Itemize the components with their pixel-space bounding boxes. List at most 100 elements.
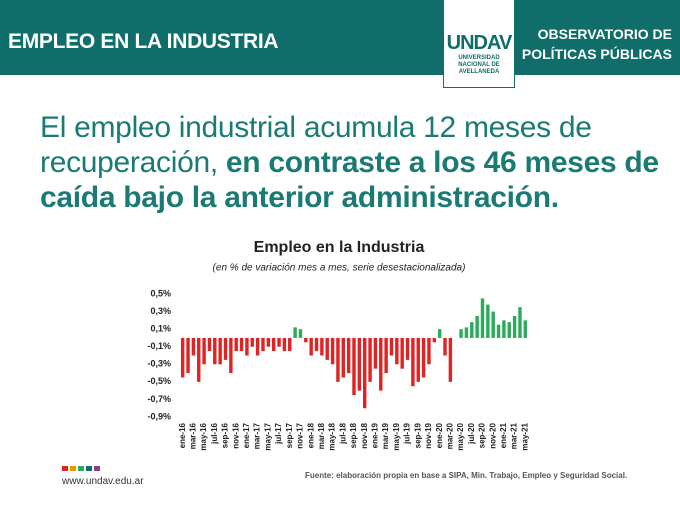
bar (373, 337, 378, 369)
bar (518, 307, 522, 338)
chart-title: Empleo en la Industria (254, 239, 425, 256)
x-tick-label: ene-21 (499, 422, 508, 448)
y-tick-label: 0,1% (150, 324, 171, 334)
x-tick-label: sep-16 (221, 422, 230, 448)
x-tick-label: jul-20 (467, 422, 476, 444)
bar (384, 337, 388, 374)
x-tick-label: ene-20 (435, 422, 444, 448)
bar (486, 304, 490, 338)
logo-square (78, 466, 84, 471)
bar (502, 320, 506, 338)
observatory-line: POLÍTICAS PÚBLICAS (521, 46, 672, 62)
bar (309, 337, 313, 356)
bar (325, 337, 329, 360)
x-tick-label: mar-16 (188, 422, 197, 449)
bar (320, 337, 324, 356)
bar (250, 337, 254, 347)
x-tick-label: sep-18 (349, 422, 358, 448)
bar (218, 337, 222, 365)
y-tick-label: -0,7% (147, 394, 171, 404)
x-tick-label: nov-16 (231, 422, 240, 448)
logo-subtitle: NACIONAL DE (458, 62, 500, 68)
bar (180, 337, 185, 378)
bar (282, 337, 287, 352)
bar (523, 320, 528, 338)
y-tick-label: -0,3% (147, 359, 171, 369)
bar (341, 337, 346, 378)
headline: El empleo industrial acumula 12 meses de… (40, 110, 660, 215)
bar (437, 329, 442, 338)
x-tick-label: may-20 (456, 422, 465, 450)
y-tick-label: 0,5% (150, 288, 171, 298)
bar (362, 337, 367, 409)
bar (298, 329, 303, 338)
bar (432, 337, 437, 343)
bar (186, 337, 190, 374)
logo-square (70, 466, 76, 471)
bar (234, 337, 238, 352)
x-tick-label: jul-16 (210, 422, 219, 444)
bar (213, 337, 217, 365)
bar (512, 315, 517, 338)
bar (400, 337, 404, 369)
bar (191, 337, 196, 356)
y-tick-label: -0,1% (147, 341, 171, 351)
bar (368, 337, 372, 382)
bar (271, 337, 276, 352)
bar (421, 337, 426, 378)
bar (395, 337, 399, 365)
x-tick-label: sep-20 (478, 422, 487, 448)
bar (389, 337, 394, 356)
bar (357, 337, 362, 391)
x-tick-label: mar-19 (381, 422, 390, 449)
bar (255, 337, 260, 356)
footer-source: Fuente: elaboración propia en base a SIP… (305, 471, 628, 480)
bar (491, 311, 495, 338)
bar (459, 329, 463, 338)
bar (314, 337, 319, 352)
bar (470, 322, 474, 338)
x-tick-label: nov-20 (488, 422, 497, 448)
x-tick-label: mar-21 (510, 422, 519, 449)
x-tick-label: mar-20 (445, 422, 454, 449)
x-tick-label: nov-19 (424, 422, 433, 448)
logo-subtitle: UNIVERSIDAD (458, 55, 500, 61)
bar (304, 337, 308, 343)
bar (277, 337, 281, 347)
logo-square (86, 466, 92, 471)
bar (245, 337, 249, 356)
observatory: OBSERVATORIO DE POLÍTICAS PÚBLICAS (522, 24, 672, 64)
x-tick-label: sep-19 (413, 422, 422, 448)
bar (293, 327, 297, 338)
logo-square (94, 466, 100, 471)
logo-box: UNDAV UNIVERSIDAD NACIONAL DE AVELLANEDA (443, 0, 515, 88)
headline-regular: El empleo industrial acumula 12 meses de… (40, 111, 592, 179)
bar (288, 337, 292, 352)
bar (411, 337, 415, 387)
section-title: EMPLEO EN LA INDUSTRIA (8, 30, 279, 53)
bar (405, 337, 410, 360)
x-tick-label: may-16 (199, 422, 208, 450)
x-tick-label: nov-18 (360, 422, 369, 448)
bar (223, 337, 228, 360)
x-tick-label: may-19 (392, 422, 401, 450)
bar (480, 298, 485, 338)
header-bar (0, 0, 680, 75)
chart-subtitle: (en % de variación mes a mes, serie dese… (213, 263, 466, 274)
x-tick-label: may-17 (263, 422, 272, 450)
bar (416, 337, 420, 382)
bar (266, 337, 271, 347)
x-tick-label: jul-19 (403, 422, 412, 444)
footer-url: www.undav.edu.ar (62, 476, 144, 487)
headline-bold: en contraste a los 46 meses de caída baj… (40, 146, 659, 214)
x-tick-label: ene-18 (306, 422, 315, 448)
y-tick-label: 0,3% (150, 306, 171, 316)
bar (330, 337, 335, 365)
bar (464, 327, 469, 338)
bar (239, 337, 244, 352)
bar (507, 322, 511, 338)
x-tick-label: sep-17 (285, 422, 294, 448)
bar (448, 337, 453, 382)
x-tick-label: ene-17 (242, 422, 251, 448)
